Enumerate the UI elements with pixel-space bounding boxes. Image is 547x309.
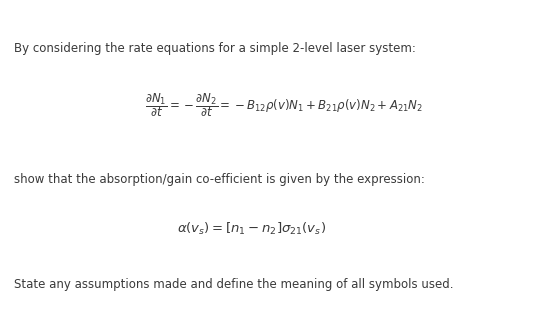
Text: $\dfrac{\partial N_1}{\partial t} = -\dfrac{\partial N_2}{\partial t} = -B_{12}\: $\dfrac{\partial N_1}{\partial t} = -\df… — [146, 91, 423, 119]
Text: $\alpha(v_s) = \left[n_1 - n_2\right]\sigma_{21}(v_s)$: $\alpha(v_s) = \left[n_1 - n_2\right]\si… — [177, 221, 326, 237]
Text: State any assumptions made and define the meaning of all symbols used.: State any assumptions made and define th… — [14, 278, 453, 291]
Text: show that the absorption/gain co-efficient is given by the expression:: show that the absorption/gain co-efficie… — [14, 173, 424, 186]
Text: By considering the rate equations for a simple 2-level laser system:: By considering the rate equations for a … — [14, 42, 416, 55]
